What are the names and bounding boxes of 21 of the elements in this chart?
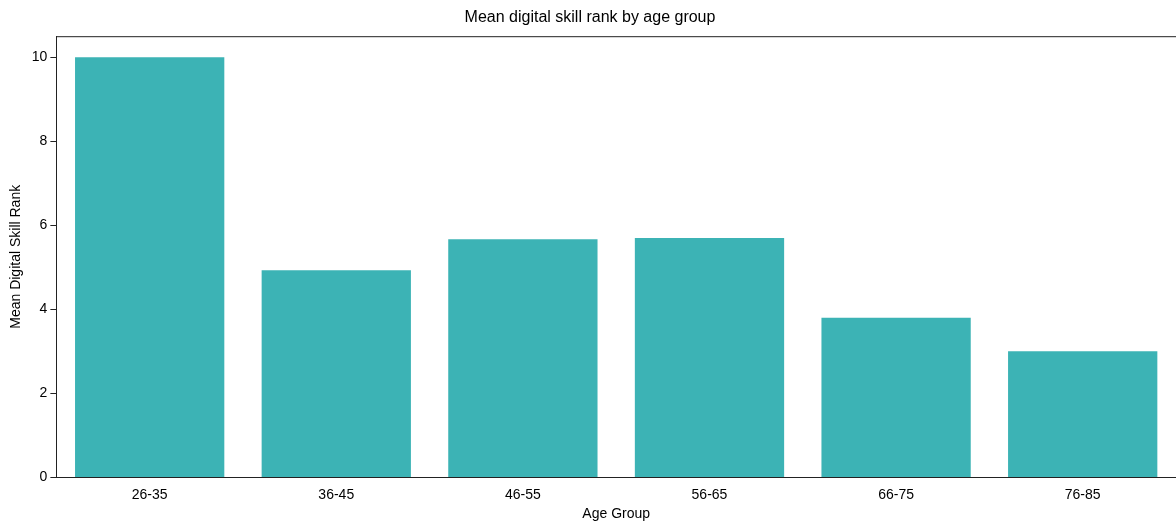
x-tick-label: 26-35 — [131, 485, 168, 502]
bar — [261, 270, 411, 477]
y-tick-label: 4 — [39, 300, 48, 317]
x-tick-label: 56-65 — [691, 485, 728, 502]
bar — [1008, 351, 1158, 477]
bar — [821, 317, 971, 477]
x-axis-title: Age Group — [582, 505, 651, 522]
y-tick-label: 8 — [39, 132, 48, 149]
y-axis-title: Mean Digital Skill Rank — [7, 183, 24, 329]
y-tick-label: 2 — [39, 384, 48, 401]
x-tick-label: 36-45 — [318, 485, 355, 502]
x-tick-label: 46-55 — [504, 485, 541, 502]
chart-title: Mean digital skill rank by age group — [464, 8, 716, 26]
x-tick-label: 66-75 — [878, 485, 915, 502]
bar — [634, 237, 785, 477]
y-tick-label: 0 — [39, 468, 48, 485]
y-tick-label: 6 — [39, 216, 48, 233]
bar — [448, 239, 598, 477]
bar — [75, 57, 225, 477]
x-tick-label: 76-85 — [1064, 485, 1101, 502]
y-tick-label: 10 — [31, 48, 48, 65]
